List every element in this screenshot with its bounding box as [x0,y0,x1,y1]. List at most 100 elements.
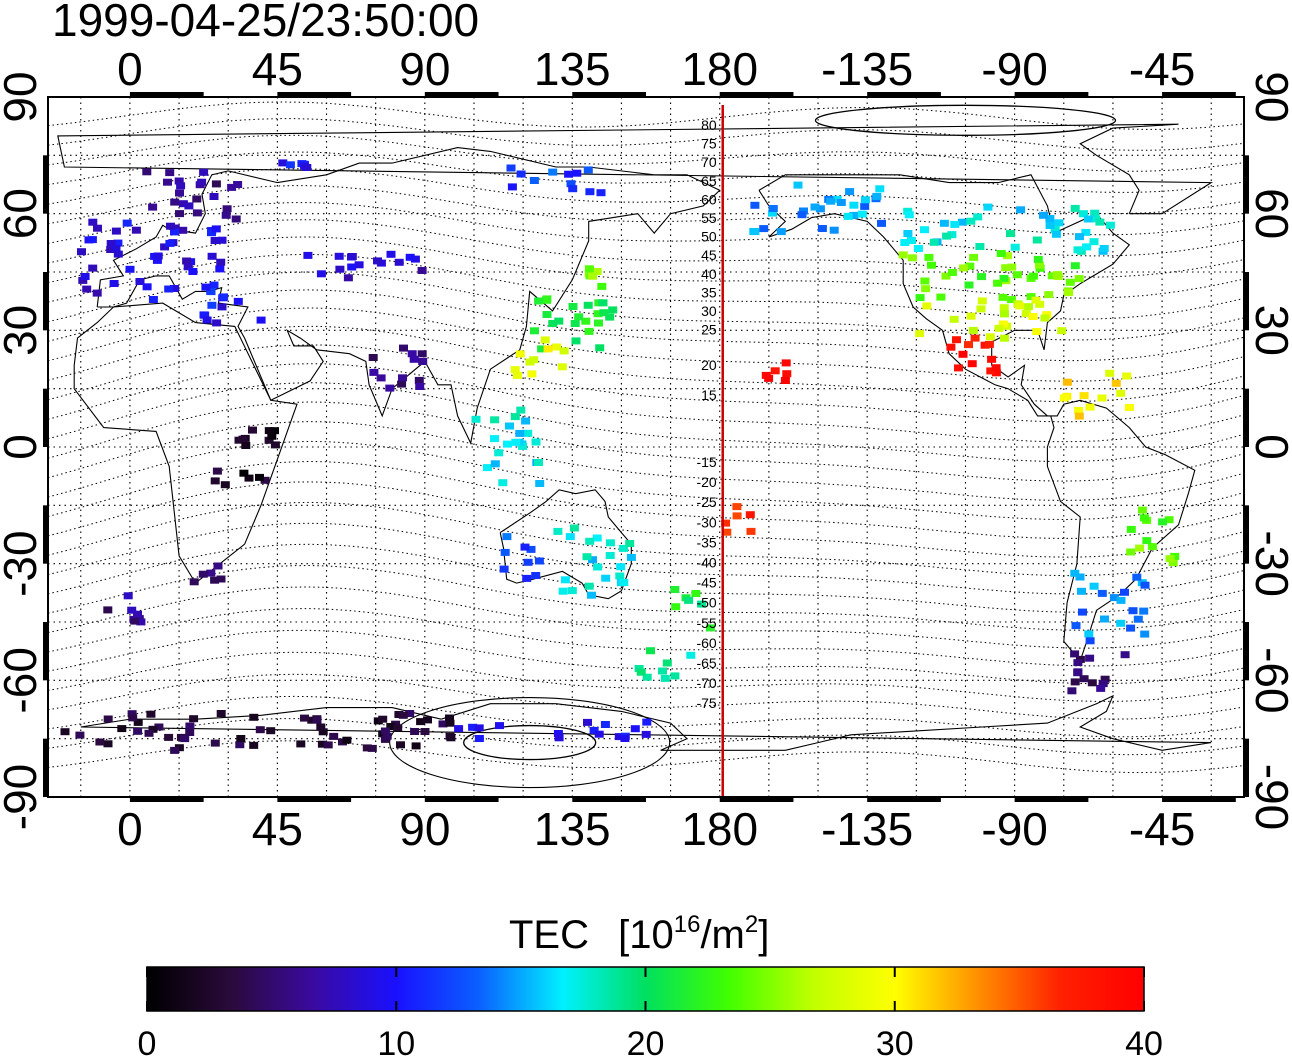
tec-cell [568,303,578,310]
tec-cell [142,168,152,176]
frame-tick [43,155,47,214]
tec-cell [170,224,180,232]
tec-cell [185,729,195,736]
tec-cell [860,196,870,204]
tec-cell [1164,516,1174,524]
tec-cell [936,293,946,301]
tec-cell [414,376,424,384]
tec-cell [605,539,615,547]
colorbar-tick-label: 20 [627,1025,665,1057]
tec-cell [503,440,512,448]
tec-cell [1032,236,1042,244]
tec-cell [1126,624,1136,632]
tec-cell [499,565,509,573]
mlat-contour [48,344,1244,423]
lat-label-right: 0 [1246,434,1292,460]
tec-cell [278,159,288,167]
tec-cell [686,651,696,659]
tec-cell [303,251,313,259]
tec-cell [977,297,987,305]
tec-cell [1007,263,1017,271]
tec-cell [554,734,564,742]
tec-cell [1168,559,1178,567]
tec-cell [369,368,379,376]
tec-cell [316,270,326,278]
mlat-contour [48,522,1244,595]
tec-cell [583,166,593,174]
tec-cell [585,188,595,196]
tec-cell [77,248,86,256]
tec-cell [296,740,306,748]
tec-cell [583,301,593,309]
coastline [80,694,1212,751]
tec-cell [1111,379,1121,387]
mlat-label: -65 [696,655,716,671]
tec-cell [915,294,925,302]
tec-cell [750,201,760,209]
tec-cell [523,429,533,437]
tec-cell [927,261,936,269]
tec-cell [658,667,667,675]
frame-tick [1245,505,1249,564]
coastline [758,174,1196,663]
tec-cell [1012,271,1022,279]
tec-cell [1097,394,1107,402]
lon-label-bottom: -135 [821,803,913,855]
mlat-contour [48,629,1244,685]
tec-cell [615,572,625,580]
tec-cell [515,350,525,358]
tec-cell [241,442,251,449]
tec-cell [227,183,237,191]
tec-cell [1126,525,1136,533]
tec-cell [984,340,994,348]
tec-cell [1099,245,1109,252]
tec-cell [973,213,983,221]
tec-cell [954,364,963,372]
tec-cell [1039,211,1048,219]
tec-cell [1132,573,1142,581]
tec-cell [165,239,175,247]
tec-cell [180,735,190,743]
tec-cell [1073,246,1083,254]
tec-cell [391,720,401,728]
tec-cell [939,219,949,227]
tec-cell [516,170,526,178]
tec-cell [543,345,553,353]
tec-cell [255,726,265,734]
tec-cell [1077,587,1086,595]
tec-cell [95,738,105,746]
frame-tick [424,92,499,96]
tec-cell [570,320,580,327]
tec-cell [117,725,127,733]
tec-cell [1105,221,1115,229]
tec-cell [608,306,618,314]
tec-cell [405,253,415,261]
tec-cell [565,533,575,541]
tec-cell [498,479,508,487]
tec-cell [398,374,407,382]
tec-cell [130,617,140,625]
tec-cell [1098,680,1108,688]
tec-cell [542,295,552,303]
frame-tick [1014,92,1089,96]
tec-cell [176,182,186,190]
tec-cell [1023,303,1033,311]
tec-cell [1000,310,1009,318]
tec-cell [1067,687,1077,695]
frame-tick [43,738,47,797]
tec-cell [445,719,455,727]
tec-cell [1034,261,1044,269]
tec-cell [113,250,123,258]
tec-cell [236,735,246,742]
tec-cell [510,366,520,374]
tec-cell [1029,272,1038,280]
mlat-label: -50 [696,595,716,611]
tec-cell [378,715,388,723]
tec-cell [799,207,808,215]
tec-cell [1033,255,1043,263]
frame-tick [1245,738,1249,797]
mlat-label: 75 [701,136,717,152]
tec-cell [255,473,264,481]
mlat-contour [48,382,1244,463]
tec-cell [523,558,533,566]
